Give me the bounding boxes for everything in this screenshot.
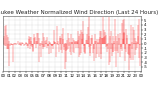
- Title: Milwaukee Weather Normalized Wind Direction (Last 24 Hours): Milwaukee Weather Normalized Wind Direct…: [0, 10, 159, 15]
